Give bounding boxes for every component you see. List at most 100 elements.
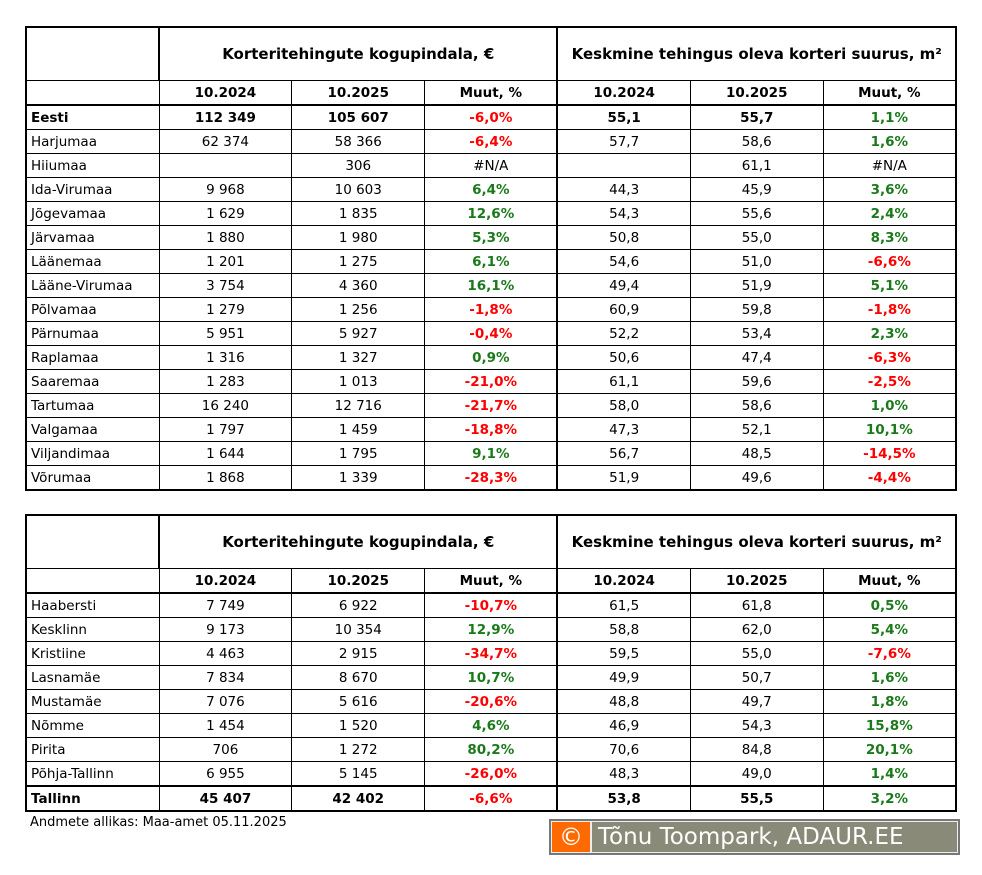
table-row: Kesklinn 9 173 10 354 12,9% 58,8 62,0 5,4% <box>25 617 956 642</box>
col-header: 10.2025 <box>689 80 824 106</box>
change-cell: 2,4% <box>822 201 956 226</box>
table-row: Harjumaa 62 374 58 366 -6,4% 57,7 58,6 1,6% <box>25 129 956 154</box>
value-cell: 55,6 <box>689 201 824 226</box>
value-cell: 50,8 <box>556 225 691 250</box>
value-cell: 51,9 <box>689 273 824 298</box>
value-cell: 55,5 <box>689 785 824 811</box>
col-header: 10.2025 <box>291 568 425 594</box>
group-header-size: Keskmine tehingus oleva korteri suurus, … <box>556 26 956 81</box>
group-header-area: Korteritehingute kogupindala, € <box>157 514 558 569</box>
change-cell: -20,6% <box>424 689 558 714</box>
value-cell: 49,7 <box>689 689 824 714</box>
value-cell: 45 407 <box>158 785 292 811</box>
col-header: 10.2025 <box>291 80 425 106</box>
change-cell: -0,4% <box>424 321 558 346</box>
value-cell: 1 797 <box>158 417 292 442</box>
value-cell: 49,9 <box>556 665 691 690</box>
value-cell: 61,8 <box>689 592 824 618</box>
change-cell: -6,6% <box>822 249 956 274</box>
value-cell: 105 607 <box>291 104 425 130</box>
value-cell: 55,1 <box>556 104 691 130</box>
blank-header <box>25 568 159 594</box>
value-cell: 54,3 <box>689 713 824 738</box>
change-cell: 6,1% <box>424 249 558 274</box>
value-cell: 49,6 <box>689 465 824 490</box>
region-name: Jõgevamaa <box>25 201 159 226</box>
change-cell: 3,2% <box>822 785 956 811</box>
value-cell: 112 349 <box>158 104 292 130</box>
value-cell: 1 644 <box>158 441 292 466</box>
value-cell: 54,3 <box>556 201 691 226</box>
value-cell: 1 013 <box>291 369 425 394</box>
change-cell: 1,8% <box>822 689 956 714</box>
region-name: Põlvamaa <box>25 297 159 322</box>
region-name: Järvamaa <box>25 225 159 250</box>
change-cell: 1,4% <box>822 761 956 786</box>
value-cell: 53,8 <box>556 785 691 811</box>
change-cell: -6,4% <box>424 129 558 154</box>
table-row: Eesti 112 349 105 607 -6,0% 55,1 55,7 1,1% <box>25 104 956 130</box>
corner-cell <box>26 26 159 81</box>
change-cell: 0,5% <box>822 592 956 618</box>
table-row: Ida-Virumaa 9 968 10 603 6,4% 44,3 45,9 3,6% <box>25 177 956 202</box>
change-cell: 10,7% <box>424 665 558 690</box>
table-row: Järvamaa 1 880 1 980 5,3% 50,8 55,0 8,3% <box>25 225 956 250</box>
copyright-icon: © <box>552 822 590 852</box>
region-name: Valgamaa <box>25 417 159 442</box>
value-cell: 10 603 <box>291 177 425 202</box>
table-row: Valgamaa 1 797 1 459 -18,8% 47,3 52,1 10,1% <box>25 417 956 442</box>
change-cell: 5,3% <box>424 225 558 250</box>
change-cell: 9,1% <box>424 441 558 466</box>
region-name: Harjumaa <box>25 129 159 154</box>
col-header: 10.2024 <box>556 568 691 594</box>
table-row: Läänemaa 1 201 1 275 6,1% 54,6 51,0 -6,6% <box>25 249 956 274</box>
value-cell: 55,0 <box>689 225 824 250</box>
change-cell: -1,8% <box>424 297 558 322</box>
value-cell: 48,3 <box>556 761 691 786</box>
value-cell <box>556 153 691 178</box>
value-cell: 61,1 <box>689 153 824 178</box>
region-name: Kesklinn <box>25 617 159 642</box>
region-name: Pirita <box>25 737 159 762</box>
value-cell: 57,7 <box>556 129 691 154</box>
table-row: Jõgevamaa 1 629 1 835 12,6% 54,3 55,6 2,4% <box>25 201 956 226</box>
value-cell: 56,7 <box>556 441 691 466</box>
value-cell: 58,8 <box>556 617 691 642</box>
change-cell: 16,1% <box>424 273 558 298</box>
value-cell: 12 716 <box>291 393 425 418</box>
corner-cell <box>26 514 159 569</box>
value-cell: 1 454 <box>158 713 292 738</box>
value-cell: 53,4 <box>689 321 824 346</box>
value-cell: 1 316 <box>158 345 292 370</box>
value-cell: 51,0 <box>689 249 824 274</box>
value-cell: 50,6 <box>556 345 691 370</box>
region-name: Läänemaa <box>25 249 159 274</box>
value-cell: 1 459 <box>291 417 425 442</box>
region-name: Tallinn <box>25 785 159 811</box>
change-cell: 1,1% <box>822 104 956 130</box>
value-cell: 54,6 <box>556 249 691 274</box>
change-cell: -14,5% <box>822 441 956 466</box>
value-cell: 706 <box>158 737 292 762</box>
value-cell: 4 360 <box>291 273 425 298</box>
value-cell: 1 868 <box>158 465 292 490</box>
change-cell: #N/A <box>822 153 956 178</box>
table-row: Haabersti 7 749 6 922 -10,7% 61,5 61,8 0,5% <box>25 592 956 618</box>
region-name: Põhja-Tallinn <box>25 761 159 786</box>
value-cell: 4 463 <box>158 641 292 666</box>
value-cell: 49,4 <box>556 273 691 298</box>
change-cell: 5,4% <box>822 617 956 642</box>
value-cell: 55,0 <box>689 641 824 666</box>
change-cell: -6,6% <box>424 785 558 811</box>
value-cell: 48,5 <box>689 441 824 466</box>
source-note: Andmete allikas: Maa-amet 05.11.2025 <box>30 815 287 830</box>
value-cell: 61,5 <box>556 592 691 618</box>
value-cell: 62,0 <box>689 617 824 642</box>
value-cell: 59,5 <box>556 641 691 666</box>
copyright-logo: © Tõnu Toompark, ADAUR.EE <box>549 819 960 855</box>
change-cell: -21,7% <box>424 393 558 418</box>
table-row: Nõmme 1 454 1 520 4,6% 46,9 54,3 15,8% <box>25 713 956 738</box>
table-row: Mustamäe 7 076 5 616 -20,6% 48,8 49,7 1,8% <box>25 689 956 714</box>
change-cell: 12,6% <box>424 201 558 226</box>
value-cell: 7 749 <box>158 592 292 618</box>
